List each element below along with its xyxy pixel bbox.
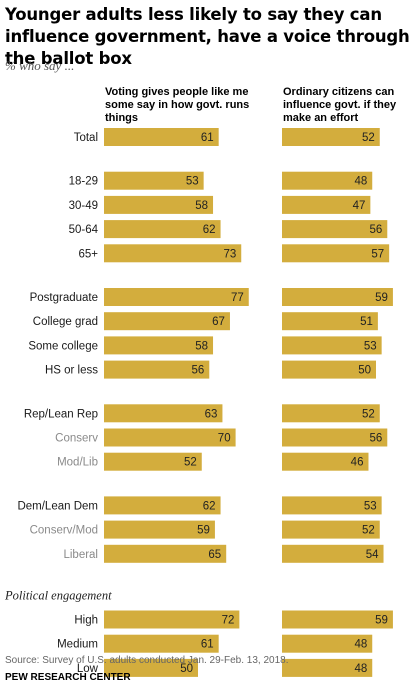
bar-influence [282,496,382,515]
bar-influence [282,544,384,563]
bar-voting [104,634,219,653]
bar-value-label: 72 [222,615,235,627]
source-note: Source: Survey of U.S. adults conducted … [5,655,289,666]
bar-value-label: 77 [231,292,244,304]
bar-value-label: 67 [212,316,225,328]
bar-influence [282,658,373,677]
bar-influence [282,171,373,190]
bar-value-label: 56 [369,433,382,445]
bar-influence [282,312,378,331]
bar-voting [104,360,210,379]
bar-value-label: 50 [180,663,193,675]
column-header-influence: Ordinary citizens can influence govt. if… [283,86,397,124]
bar-value-label: 61 [201,132,214,144]
bar-voting [104,428,236,447]
bar-influence [282,244,390,263]
row-label: Liberal [63,549,98,561]
bar-value-label: 73 [223,248,236,260]
row-label: HS or less [45,365,98,377]
row-label: Dem/Lean Dem [17,500,98,512]
bar-influence [282,128,380,146]
row-label: 30-49 [69,200,98,212]
bar-voting [104,336,214,355]
chart-title: Younger adults less likely to say they c… [5,5,410,68]
bar-value-label: 52 [362,525,375,537]
bar-value-label: 58 [195,340,208,352]
bar-value-label: 63 [205,408,218,420]
bar-influence [282,360,376,379]
bar-influence [282,404,380,423]
bar-value-label: 53 [364,340,377,352]
bar-influence [282,610,393,629]
bar-value-label: 53 [364,500,377,512]
bar-value-label: 52 [362,408,375,420]
row-label: High [74,615,98,627]
bar-voting [104,544,227,563]
row-label: 18-29 [69,176,98,188]
bar-voting [104,520,215,539]
bar-influence [282,195,371,214]
bar-value-label: 54 [366,549,379,561]
bar-voting [104,220,221,239]
bar-value-label: 52 [184,457,197,469]
group-title: Political engagement [4,589,112,603]
row-label: Total [74,132,98,144]
bar-voting [104,312,230,331]
bar-voting [104,288,249,306]
row-label: Conserv [55,433,98,445]
row-label: 50-64 [69,224,99,236]
bar-value-label: 50 [358,365,371,377]
bar-influence [282,520,380,539]
bar-influence [282,336,382,355]
bar-value-label: 59 [375,292,388,304]
bar-value-label: 62 [203,500,216,512]
source-organization: PEW RESEARCH CENTER [5,672,131,683]
row-label: Low [77,663,99,675]
row-label: College grad [33,316,98,328]
column-header-voting: Voting gives people like me some say in … [105,86,250,124]
bar-value-label: 56 [191,365,204,377]
bar-voting [104,244,242,263]
row-label: Conserv/Mod [30,525,98,537]
bar-influence [282,452,369,471]
bar-voting [104,171,204,190]
bar-value-label: 56 [369,224,382,236]
row-label: Mod/Lib [57,457,98,469]
bar-value-label: 47 [353,200,366,212]
bar-value-label: 52 [362,132,375,144]
bar-influence [282,220,388,239]
bar-value-label: 53 [186,176,199,188]
row-label: Some college [28,340,98,352]
bar-value-label: 48 [354,639,367,651]
bar-influence [282,634,373,653]
bar-voting [104,658,198,677]
bar-value-label: 58 [195,200,208,212]
bar-value-label: 65 [208,549,221,561]
bar-value-label: 61 [201,639,214,651]
bar-voting [104,452,202,471]
bar-voting [104,128,219,146]
bar-value-label: 46 [351,457,364,469]
bar-value-label: 62 [203,224,216,236]
row-label: 65+ [78,248,98,260]
bar-value-label: 48 [354,176,367,188]
bar-voting [104,496,221,515]
bar-value-label: 59 [197,525,210,537]
row-label: Postgraduate [30,292,98,304]
bar-value-label: 48 [354,663,367,675]
bar-value-label: 59 [375,615,388,627]
bar-voting [104,195,214,214]
row-label: Medium [57,639,98,651]
row-label: Rep/Lean Rep [24,408,98,420]
chart-subtitle: % who say ... [5,58,75,73]
bar-voting [104,404,223,423]
bar-voting [104,610,240,629]
bar-value-label: 51 [360,316,373,328]
bar-value-label: 57 [371,248,384,260]
bar-influence [282,288,393,306]
bar-value-label: 70 [218,433,231,445]
bar-influence [282,428,388,447]
